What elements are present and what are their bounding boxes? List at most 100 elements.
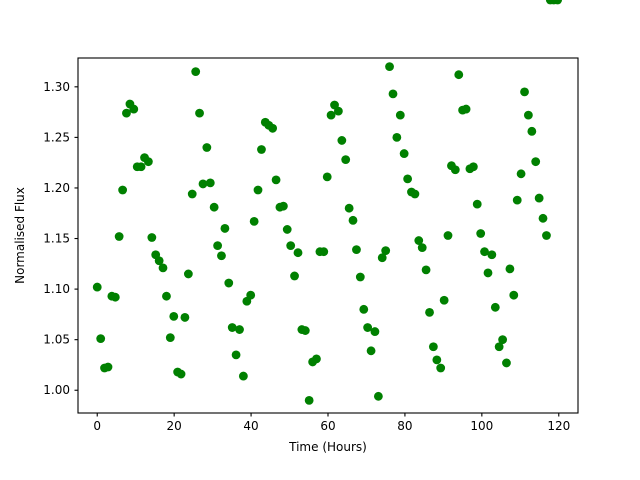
scatter-point xyxy=(209,202,219,212)
scatter-point xyxy=(428,342,438,352)
scatter-point xyxy=(249,216,259,226)
scatter-point xyxy=(494,342,504,352)
x-tick-label: 60 xyxy=(320,419,335,433)
x-tick-label: 40 xyxy=(243,419,258,433)
scatter-point xyxy=(158,263,168,273)
scatter-point xyxy=(162,291,171,301)
scatter-point xyxy=(253,185,263,195)
scatter-point xyxy=(191,67,201,77)
scatter-point xyxy=(143,157,153,167)
scatter-point xyxy=(553,0,563,5)
scatter-point xyxy=(520,87,529,97)
scatter-point xyxy=(417,243,427,253)
scatter-point xyxy=(290,271,299,281)
scatter-point xyxy=(538,213,548,223)
scatter-point xyxy=(136,162,146,172)
scatter-point xyxy=(366,346,376,356)
scatter-point xyxy=(370,327,380,336)
scatter-point xyxy=(450,165,460,175)
scatter-point xyxy=(498,335,508,345)
scatter-point xyxy=(534,193,544,203)
scatter-point xyxy=(480,247,489,257)
scatter-point xyxy=(217,251,226,261)
scatter-point xyxy=(271,175,281,185)
y-tick-label: 1.00 xyxy=(43,383,70,397)
scatter-point xyxy=(348,215,358,225)
scatter-point xyxy=(337,136,347,145)
scatter-point xyxy=(165,333,175,343)
scatter-point xyxy=(246,290,256,300)
scatter-point xyxy=(224,278,234,288)
scatter-point xyxy=(472,199,482,209)
scatter-point xyxy=(352,245,361,255)
x-tick-label: 120 xyxy=(547,419,570,433)
y-tick-label: 1.20 xyxy=(43,181,70,195)
scatter-point xyxy=(502,358,511,368)
scatter-point xyxy=(341,155,351,165)
scatter-point xyxy=(293,248,303,258)
scatter-point xyxy=(443,231,453,240)
scatter-point xyxy=(523,110,533,120)
scatter-point xyxy=(410,189,420,199)
x-axis-ticks: 0 20 40 60 80 100 120 xyxy=(93,413,570,433)
scatter-point xyxy=(205,178,215,188)
y-tick-label: 1.30 xyxy=(43,80,70,94)
x-axis-label: Time (Hours) xyxy=(288,440,367,454)
scatter-point xyxy=(388,89,398,99)
scatter-point xyxy=(527,126,537,136)
scatter-point xyxy=(213,241,223,251)
scatter-point xyxy=(257,145,266,154)
scatter-point xyxy=(381,246,391,256)
scatter-point xyxy=(154,256,164,266)
scatter-point xyxy=(286,241,296,251)
y-axis-ticks: 1.00 1.05 1.10 1.15 1.20 1.25 1.30 xyxy=(43,80,78,397)
scatter-point xyxy=(195,108,204,118)
scatter-point xyxy=(512,195,522,205)
scatter-point xyxy=(421,265,431,275)
scatter-point xyxy=(122,108,131,118)
scatter-point xyxy=(487,250,497,260)
scatter-point xyxy=(312,354,321,364)
x-tick-label: 100 xyxy=(470,419,493,433)
scatter-point xyxy=(392,132,402,142)
scatter-point xyxy=(220,224,230,233)
scatter-point xyxy=(436,363,446,373)
scatter-point xyxy=(169,312,179,321)
scatter-point xyxy=(187,189,197,199)
scatter-point xyxy=(395,110,405,120)
scatter-point xyxy=(322,172,332,182)
scatter-point xyxy=(180,313,190,322)
scatter-point xyxy=(304,395,314,405)
scatter-point xyxy=(373,391,383,401)
scatter-point xyxy=(359,304,369,314)
scatter-point xyxy=(377,253,387,263)
scatter-point xyxy=(129,104,139,114)
scatter-point xyxy=(326,110,336,120)
scatter-point xyxy=(114,232,124,241)
x-tick-label: 20 xyxy=(167,419,182,433)
scatter-point xyxy=(176,369,186,379)
scatter-points xyxy=(92,0,563,405)
scatter-point xyxy=(202,143,212,152)
y-tick-label: 1.15 xyxy=(43,232,70,246)
scatter-point xyxy=(300,326,310,335)
scatter-point xyxy=(425,307,434,317)
scatter-point xyxy=(147,233,157,242)
scatter-point xyxy=(363,323,373,332)
scatter-point xyxy=(542,231,551,240)
y-tick-label: 1.25 xyxy=(43,130,70,144)
scatter-point xyxy=(505,264,515,274)
scatter-point xyxy=(238,371,248,381)
x-tick-label: 0 xyxy=(93,419,101,433)
scatter-point xyxy=(490,302,500,312)
scatter-point xyxy=(516,169,526,179)
scatter-point xyxy=(183,269,193,279)
scatter-point xyxy=(414,236,424,245)
scatter-point xyxy=(110,292,120,302)
scatter-point xyxy=(355,272,365,282)
scatter-point xyxy=(333,106,343,116)
scatter-point xyxy=(509,290,519,300)
